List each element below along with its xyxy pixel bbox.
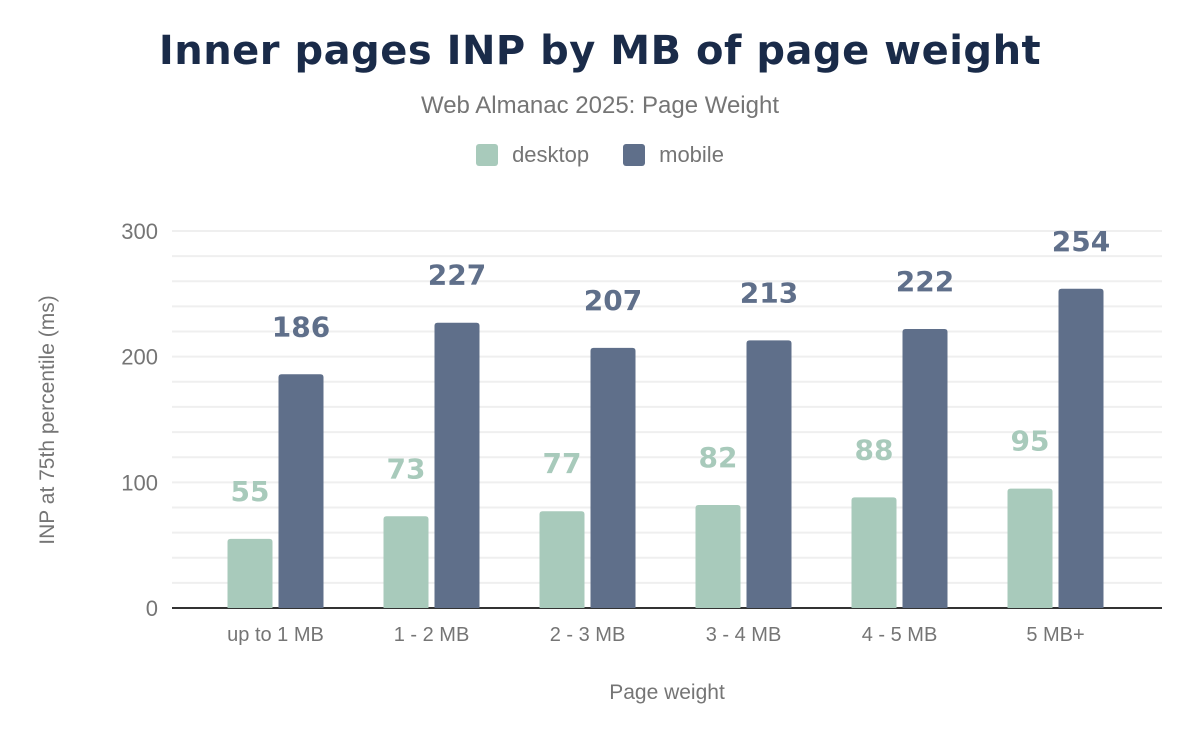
x-axis-title: Page weight [609,681,725,704]
bar-mobile [746,340,792,608]
y-tick-label: 0 [146,596,158,621]
x-tick-label: 5 MB+ [1026,624,1084,646]
bar-mobile [434,322,480,608]
x-tick-label: 4 - 5 MB [862,624,938,646]
bar-desktop [1007,488,1053,608]
y-tick-label: 100 [121,470,158,495]
data-label-mobile: 207 [584,284,642,317]
data-label-mobile: 213 [740,276,798,309]
chart-title: Inner pages INP by MB of page weight [158,28,1042,74]
x-tick-label: 2 - 3 MB [550,624,626,646]
x-tick-label: 3 - 4 MB [706,624,782,646]
chart-subtitle: Web Almanac 2025: Page Weight [420,92,779,119]
data-label-desktop: 55 [231,475,270,508]
data-label-mobile: 254 [1052,225,1110,258]
legend-swatch-desktop [476,144,499,166]
bar-desktop [695,504,741,608]
bar-desktop [851,497,897,608]
bar-mobile [902,329,948,608]
data-label-desktop: 77 [543,447,582,480]
legend-swatch-mobile [623,144,646,166]
y-tick-label: 300 [121,219,158,244]
legend-label-desktop: desktop [512,142,590,167]
y-tick-label: 200 [121,345,158,370]
legend-label-mobile: mobile [659,142,724,167]
data-label-desktop: 73 [387,452,426,485]
x-tick-label: 1 - 2 MB [394,624,470,646]
legend-item-desktop[interactable]: desktop [476,142,589,168]
data-label-desktop: 82 [699,441,738,474]
data-label-desktop: 95 [1011,425,1050,458]
bar-mobile [278,374,324,608]
bar-desktop [227,538,273,608]
bar-desktop [539,511,585,608]
legend-item-mobile[interactable]: mobile [623,142,724,168]
data-label-desktop: 88 [855,433,894,466]
bar-desktop [383,516,429,608]
data-label-mobile: 222 [896,265,954,298]
data-label-mobile: 186 [272,310,330,343]
legend: desktop mobile [0,142,1200,168]
y-axis-title: INP at 75th percentile (ms) [36,295,59,544]
data-label-mobile: 227 [428,259,486,292]
bar-mobile [590,347,636,608]
x-tick-label: up to 1 MB [227,624,324,646]
bar-mobile [1058,288,1104,608]
